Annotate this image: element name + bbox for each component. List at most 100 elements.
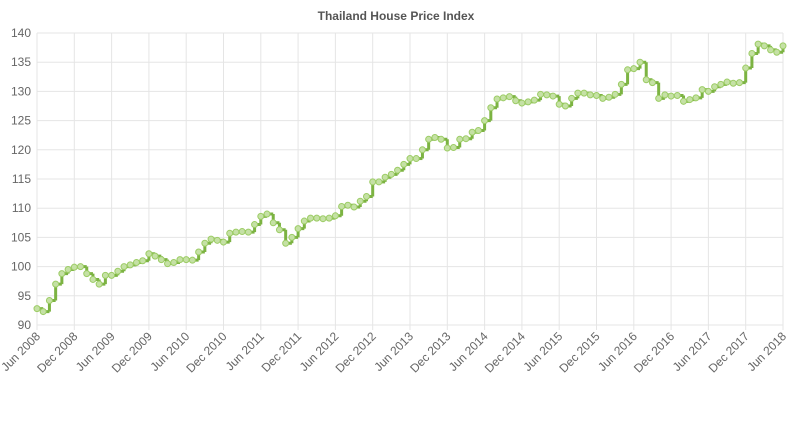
point <box>605 93 613 101</box>
point <box>742 64 750 72</box>
point <box>356 197 364 205</box>
point <box>95 280 103 288</box>
point <box>201 239 209 247</box>
point <box>425 135 433 143</box>
point <box>692 94 700 102</box>
point <box>735 79 743 87</box>
point <box>369 178 377 186</box>
point <box>648 79 656 87</box>
point <box>394 166 402 174</box>
point <box>83 270 91 278</box>
point <box>406 155 414 163</box>
point <box>518 99 526 107</box>
point <box>120 263 128 271</box>
x-tick-label: Dec 2015 <box>556 329 602 375</box>
point <box>555 100 563 108</box>
point <box>182 256 190 264</box>
point <box>599 94 607 102</box>
point <box>164 260 172 268</box>
point <box>220 238 227 246</box>
y-tick-label: 120 <box>11 143 31 157</box>
point <box>580 89 588 97</box>
point <box>561 102 569 110</box>
point <box>151 252 159 260</box>
point <box>176 256 184 264</box>
point <box>58 270 66 278</box>
point <box>207 235 215 243</box>
point <box>213 236 221 244</box>
point <box>338 202 346 210</box>
x-tick-label: Dec 2016 <box>631 329 677 375</box>
x-tick-label: Dec 2009 <box>109 329 155 375</box>
point <box>288 233 296 241</box>
point <box>307 214 315 222</box>
point <box>754 40 762 48</box>
point <box>617 80 625 88</box>
point <box>101 271 109 279</box>
point <box>499 94 507 102</box>
point <box>779 42 787 50</box>
point <box>344 201 352 209</box>
point <box>493 95 501 103</box>
point <box>195 248 203 256</box>
point <box>767 46 775 54</box>
point <box>269 219 277 227</box>
point <box>593 91 600 99</box>
point <box>170 259 178 267</box>
point <box>132 259 140 267</box>
point <box>586 91 594 99</box>
point <box>331 212 339 220</box>
point <box>667 92 675 100</box>
point <box>400 160 408 168</box>
point <box>437 135 445 143</box>
point <box>729 79 737 87</box>
point <box>655 94 663 102</box>
point <box>238 228 246 236</box>
point <box>418 146 426 154</box>
y-tick-label: 90 <box>18 318 32 332</box>
point <box>611 90 619 98</box>
point <box>114 267 122 275</box>
point <box>232 228 240 236</box>
point <box>350 203 358 211</box>
point <box>282 239 290 247</box>
point <box>537 90 545 98</box>
point <box>412 155 420 163</box>
x-tick-label: Jun 2018 <box>744 329 789 374</box>
y-tick-label: 100 <box>11 260 31 274</box>
point <box>487 104 495 112</box>
y-tick-label: 135 <box>11 55 31 69</box>
point <box>226 229 234 237</box>
x-tick-label: Dec 2017 <box>706 329 752 375</box>
point <box>263 210 271 218</box>
point <box>524 98 532 106</box>
x-tick-label: Dec 2014 <box>482 329 528 375</box>
point <box>512 97 520 105</box>
x-tick-label: Dec 2008 <box>34 329 80 375</box>
point <box>711 83 719 91</box>
y-tick-label: 95 <box>18 289 32 303</box>
point <box>443 144 451 152</box>
point <box>630 65 638 73</box>
point <box>748 49 756 57</box>
point <box>319 215 327 223</box>
point <box>362 193 370 201</box>
point <box>530 96 538 104</box>
point <box>642 76 650 84</box>
point <box>139 257 147 265</box>
point <box>52 280 60 288</box>
point <box>257 212 265 220</box>
y-tick-label: 125 <box>11 114 31 128</box>
point <box>45 296 53 304</box>
point <box>624 66 632 74</box>
point <box>574 89 582 97</box>
y-tick-label: 130 <box>11 84 31 98</box>
point <box>325 214 333 222</box>
point <box>126 261 134 269</box>
x-tick-label: Dec 2012 <box>333 329 379 375</box>
point <box>294 225 302 233</box>
x-tick-label: Dec 2013 <box>407 329 453 375</box>
point <box>686 96 694 104</box>
x-tick-label: Dec 2010 <box>183 329 229 375</box>
